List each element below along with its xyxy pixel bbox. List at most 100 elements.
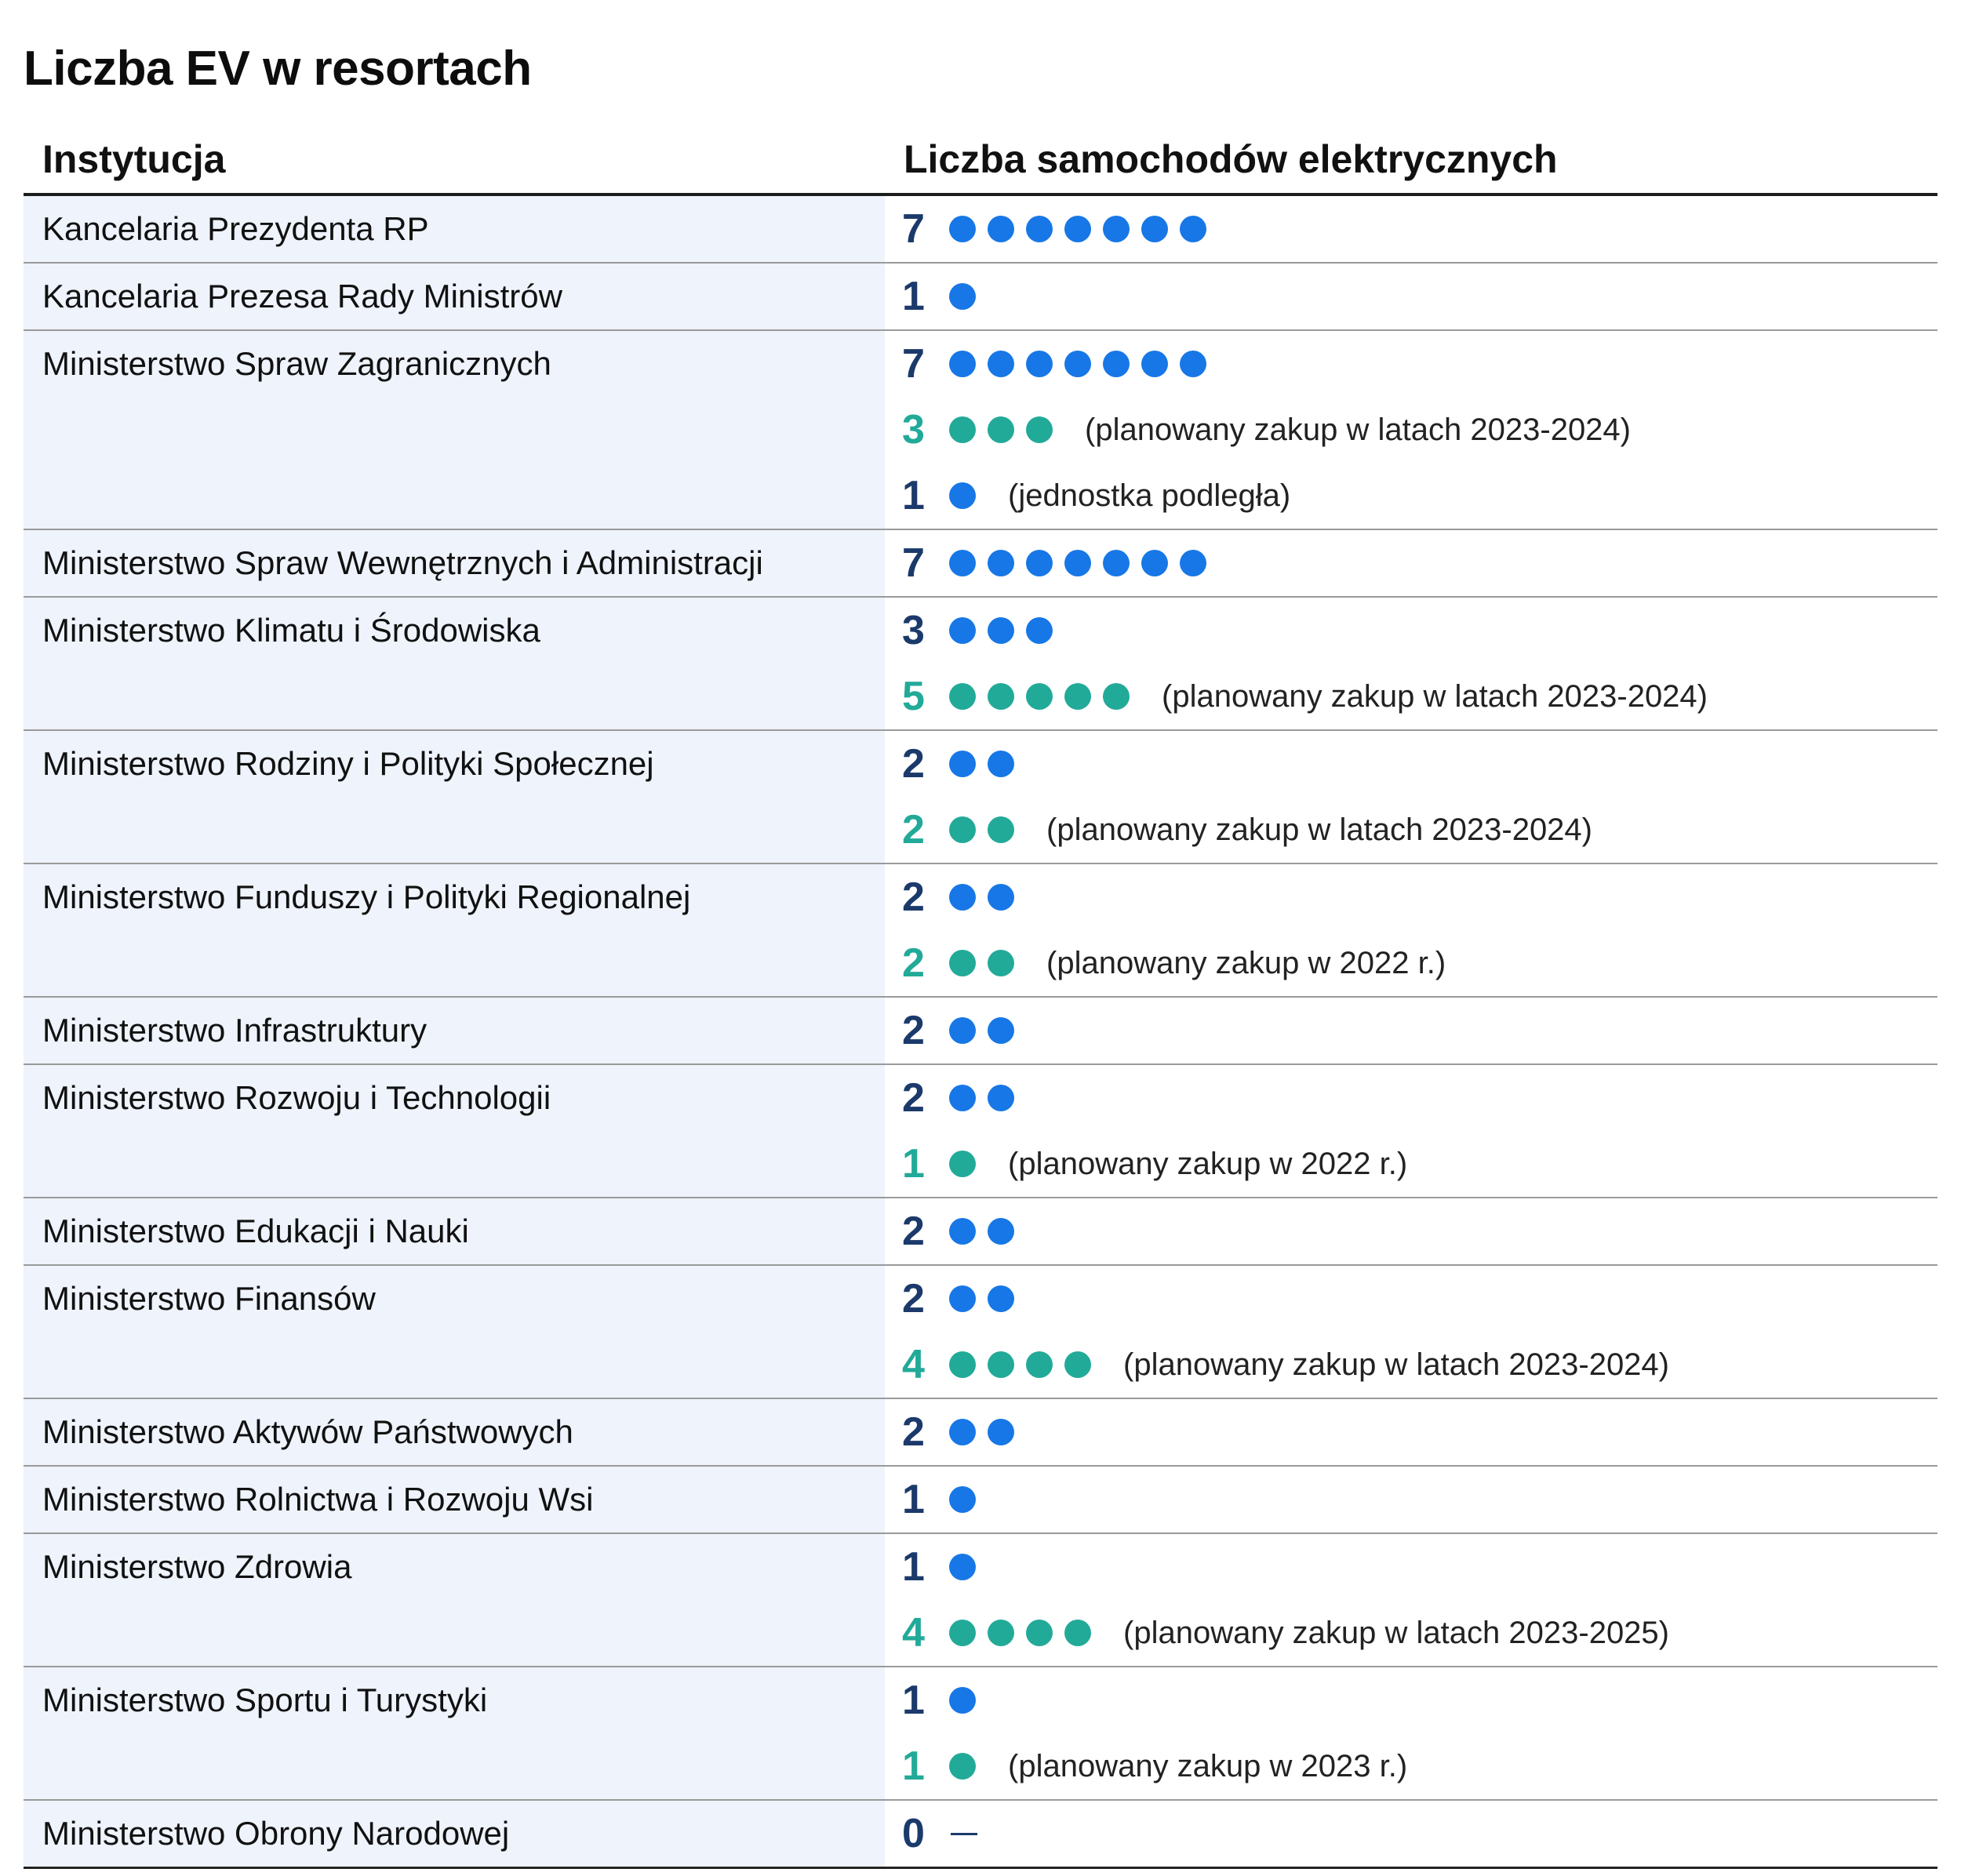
count-cell: 3 5 (planowany zakup w latach 2023-2024) [885, 598, 1937, 729]
current-car-dot [949, 550, 976, 576]
count-line: 1 [885, 1667, 1937, 1733]
count-note: (planowany zakup w 2022 r.) [1008, 1146, 1408, 1181]
planned-car-dot [949, 816, 976, 843]
count-value: 3 [902, 608, 925, 653]
dot-group [949, 1017, 1026, 1044]
current-car-dot [988, 617, 1014, 644]
dot-group [949, 216, 1218, 242]
current-car-dot [949, 1218, 976, 1245]
count-value: 0 [902, 1811, 925, 1856]
current-car-dot [949, 1419, 976, 1445]
current-car-dot [1180, 351, 1206, 377]
dot-group [949, 1419, 1026, 1445]
institution-name: Ministerstwo Rozwoju i Technologii [24, 1065, 885, 1197]
count-value: 5 [902, 674, 925, 719]
current-car-dot [949, 1085, 976, 1111]
dot-group [949, 1486, 988, 1513]
table-header: Instytucja Liczba samochodów elektryczny… [24, 125, 1937, 196]
current-car-dot [988, 1085, 1014, 1111]
table-row: Ministerstwo Aktywów Państwowych 2 [24, 1399, 1937, 1467]
count-line: 2 (planowany zakup w 2022 r.) [885, 930, 1937, 996]
current-car-dot [1064, 216, 1091, 242]
current-car-dot [1141, 216, 1168, 242]
count-line: 2 [885, 731, 1937, 797]
institution-name: Kancelaria Prezesa Rady Ministrów [24, 264, 885, 329]
institution-name: Ministerstwo Funduszy i Polityki Regiona… [24, 864, 885, 996]
table-row: Ministerstwo Spraw Zagranicznych 7 3 (plano… [24, 331, 1937, 530]
count-line: 2 (planowany zakup w latach 2023-2024) [885, 797, 1937, 863]
count-note: (planowany zakup w latach 2023-2024) [1046, 812, 1592, 847]
current-car-dot [988, 1017, 1014, 1044]
count-note: (jednostka podległa) [1008, 478, 1291, 513]
current-car-dot [1026, 550, 1053, 576]
count-cell: 2 2 (planowany zakup w 2022 r.) [885, 864, 1937, 996]
count-cell: 1 4 (planowany zakup w latach 2023-2025) [885, 1534, 1937, 1666]
planned-car-dot [1064, 1351, 1091, 1378]
dot-group [949, 950, 1026, 976]
ev-table: Instytucja Liczba samochodów elektryczny… [24, 125, 1937, 1869]
table-row: Ministerstwo Klimatu i Środowiska 3 5 (plan… [24, 598, 1937, 731]
dot-group [949, 1151, 988, 1177]
dot-group [949, 617, 1064, 644]
current-car-dot [1064, 351, 1091, 377]
planned-car-dot [1026, 1620, 1053, 1646]
current-car-dot [949, 1687, 976, 1714]
count-value: 2 [902, 940, 925, 986]
count-line: 4 (planowany zakup w latach 2023-2024) [885, 1332, 1937, 1398]
institution-name: Ministerstwo Spraw Wewnętrznych i Admini… [24, 530, 885, 596]
dot-group [949, 1687, 988, 1714]
institution-name: Kancelaria Prezydenta RP [24, 196, 885, 262]
count-cell: 7 3 (planowany zakup w latach 2023-2024) 1 (… [885, 331, 1937, 529]
current-car-dot [949, 1017, 976, 1044]
count-note: (planowany zakup w 2022 r.) [1046, 945, 1446, 980]
current-car-dot [988, 351, 1014, 377]
count-line: 2 [885, 998, 1937, 1063]
current-car-dot [949, 1285, 976, 1312]
table-row: Ministerstwo Rozwoju i Technologii 2 1 (pla… [24, 1065, 1937, 1198]
count-value: 2 [902, 807, 925, 853]
count-value: 1 [902, 1678, 925, 1723]
empty-dash [951, 1832, 977, 1835]
count-note: (planowany zakup w 2023 r.) [1008, 1748, 1408, 1783]
count-value: 4 [902, 1342, 925, 1387]
count-line: 1 (jednostka podległa) [885, 463, 1937, 529]
current-car-dot [1103, 216, 1130, 242]
dot-group [949, 884, 1026, 911]
table-row: Ministerstwo Funduszy i Polityki Regiona… [24, 864, 1937, 998]
count-line: 5 (planowany zakup w latach 2023-2024) [885, 664, 1937, 729]
current-car-dot [988, 751, 1014, 777]
dot-group [949, 683, 1141, 710]
count-line: 2 [885, 1266, 1937, 1332]
planned-car-dot [1103, 683, 1130, 710]
planned-car-dot [949, 950, 976, 976]
institution-name: Ministerstwo Zdrowia [24, 1534, 885, 1666]
current-car-dot [1103, 550, 1130, 576]
current-car-dot [1141, 550, 1168, 576]
table-row: Ministerstwo Rodziny i Polityki Społeczn… [24, 731, 1937, 864]
count-value: 1 [902, 1477, 925, 1522]
dot-group [949, 751, 1026, 777]
planned-car-dot [949, 1351, 976, 1378]
planned-car-dot [988, 683, 1014, 710]
planned-car-dot [988, 950, 1014, 976]
planned-car-dot [949, 1753, 976, 1780]
table-row: Ministerstwo Rolnictwa i Rozwoju Wsi 1 [24, 1467, 1937, 1534]
count-line: 1 (planowany zakup w 2022 r.) [885, 1131, 1937, 1197]
count-value: 2 [902, 1008, 925, 1053]
count-cell: 7 [885, 196, 1937, 262]
current-car-dot [988, 1285, 1014, 1312]
current-car-dot [1180, 216, 1206, 242]
current-car-dot [1026, 216, 1053, 242]
table-body: Kancelaria Prezydenta RP 7 Kancelaria Prez… [24, 196, 1937, 1869]
count-line: 2 [885, 1198, 1937, 1264]
count-value: 7 [902, 206, 925, 252]
planned-car-dot [988, 416, 1014, 443]
dot-group [949, 1832, 977, 1835]
count-value: 3 [902, 407, 925, 453]
current-car-dot [949, 617, 976, 644]
count-value: 2 [902, 874, 925, 920]
dot-group [949, 1753, 988, 1780]
count-line: 1 [885, 1534, 1937, 1600]
dot-group [949, 1351, 1103, 1378]
planned-car-dot [988, 816, 1014, 843]
